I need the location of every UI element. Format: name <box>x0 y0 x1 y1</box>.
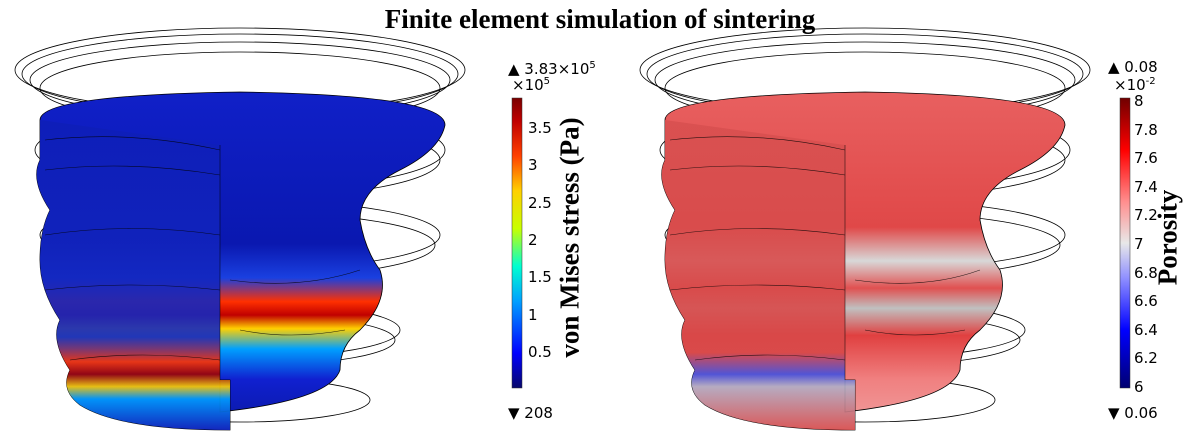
stress-min-label: ▼ 208 <box>508 404 553 422</box>
colorbar-tick-label: 1.5 <box>528 268 552 287</box>
porosity-multiplier: ×10-2 <box>1114 76 1156 94</box>
stress-max-label: ▲ 3.83×105 <box>508 60 596 78</box>
colorbar-tick-label: 7 <box>1134 235 1144 253</box>
colorbar-tick-label: 6.8 <box>1134 263 1158 282</box>
colorbar-tick-label: 6.4 <box>1134 320 1158 339</box>
colorbar-tick-label: 7.6 <box>1134 149 1158 168</box>
stress-multiplier: ×105 <box>512 76 551 94</box>
colorbar-tick-label: 8 <box>1134 92 1144 110</box>
colorbar-tick-label: 6.6 <box>1134 292 1158 311</box>
colorbar-tick-label: 1 <box>528 305 538 324</box>
porosity-3d-render <box>639 27 1091 431</box>
porosity-quantity-label: Porosity <box>1152 189 1183 286</box>
colorbar-tick-label: 6.2 <box>1134 349 1158 368</box>
porosity-max-label: ▲ 0.08 <box>1108 58 1158 76</box>
colorbar-tick-label: 3 <box>528 156 538 175</box>
stress-3d-render <box>14 27 466 431</box>
porosity-min-label: ▼ 0.06 <box>1108 404 1158 422</box>
stress-quantity-label: von Mises stress (Pa) <box>554 117 585 358</box>
colorbar-tick-label: 3.5 <box>528 119 552 137</box>
colorbar-tick-label: 2.5 <box>528 193 552 212</box>
stress-colorbar <box>511 97 523 389</box>
colorbar-tick-label: 7.2 <box>1134 206 1158 225</box>
figure-title: Finite element simulation of sintering <box>384 4 816 34</box>
colorbar-tick-label: 7.8 <box>1134 120 1158 139</box>
colorbar-tick-label: 7.4 <box>1134 177 1158 196</box>
colorbar-tick-label: 6 <box>1134 378 1144 396</box>
colorbar-tick-label: 0.5 <box>528 343 552 361</box>
porosity-colorbar <box>1119 97 1131 389</box>
colorbar-tick-label: 2 <box>528 231 538 249</box>
